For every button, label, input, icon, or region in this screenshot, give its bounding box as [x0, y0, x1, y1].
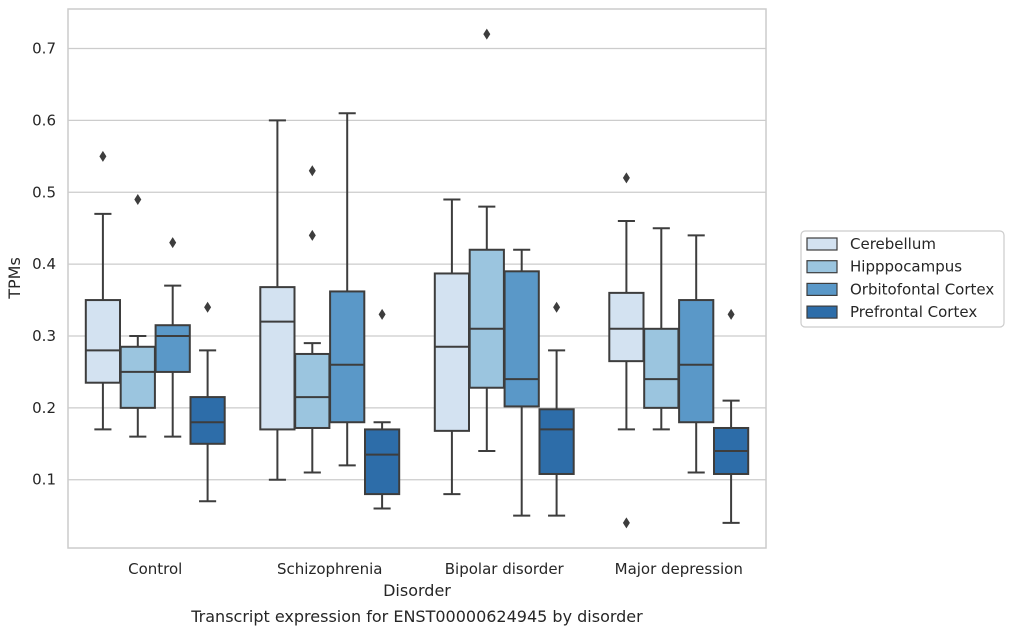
box-iqr	[84, 299, 122, 384]
legend-label: Prefrontal Cortex	[850, 303, 977, 321]
x-tick-label: Bipolar disorder	[445, 560, 565, 578]
box-prefrontal-cortex-1	[363, 308, 401, 510]
box-cerebellum-1	[259, 119, 296, 481]
y-axis-label: TPMs	[5, 257, 24, 300]
box-iqr	[608, 291, 645, 363]
y-tick-label: 0.3	[32, 327, 56, 345]
box-iqr	[119, 345, 156, 409]
box-hipppocampus-2	[468, 28, 505, 452]
box-iqr	[154, 324, 191, 373]
box-prefrontal-cortex-2	[538, 301, 575, 517]
box-iqr	[538, 408, 575, 475]
legend-frame	[800, 230, 1005, 328]
x-tick-label: Schizophrenia	[277, 560, 382, 578]
legend-swatch	[806, 282, 838, 296]
box-hipppocampus-0	[119, 193, 156, 438]
x-tick-label: Major depression	[615, 560, 743, 578]
legend-swatch	[806, 237, 838, 251]
box-iqr	[433, 272, 471, 432]
box-iqr	[294, 352, 331, 429]
box-prefrontal-cortex-0	[189, 301, 226, 503]
y-tick-label: 0.7	[32, 40, 56, 58]
outlier-point	[483, 28, 491, 40]
y-tick-label: 0.5	[32, 183, 56, 201]
outlier-point	[553, 301, 561, 313]
box-orbitofontal-cortex-0	[154, 237, 191, 438]
chart-caption: Transcript expression for ENST0000062494…	[190, 607, 643, 626]
box-orbitofontal-cortex-2	[503, 248, 540, 517]
box-cerebellum-0	[84, 150, 122, 431]
y-tick-label: 0.6	[32, 111, 56, 129]
outlier-point	[204, 301, 212, 313]
y-tick-label: 0.4	[32, 255, 56, 273]
x-axis-label: Disorder	[383, 581, 451, 600]
boxes	[84, 28, 750, 529]
legend-label: Hipppocampus	[850, 258, 962, 276]
legend-label: Orbitofontal Cortex	[850, 280, 994, 298]
outlier-point	[308, 165, 316, 177]
outlier-point	[99, 150, 107, 162]
y-tick-label: 0.2	[32, 399, 56, 417]
box-orbitofontal-cortex-1	[329, 112, 366, 467]
box-iqr	[329, 290, 366, 424]
legend-swatch	[806, 260, 838, 274]
box-iqr	[468, 248, 505, 389]
box-hipppocampus-1	[294, 165, 331, 474]
outlier-point	[308, 229, 316, 241]
box-cerebellum-3	[608, 172, 645, 529]
outlier-point	[622, 517, 630, 529]
outlier-point	[622, 172, 630, 184]
box-iqr	[259, 286, 296, 431]
box-cerebellum-2	[433, 198, 471, 496]
legend-swatch	[806, 305, 838, 319]
box-iqr	[503, 270, 540, 408]
legend: Cerebellum Hipppocampus Orbitofontal Corte…	[800, 230, 1005, 328]
box-iqr	[363, 428, 401, 496]
plot-frame	[67, 8, 767, 549]
box-orbitofontal-cortex-3	[678, 234, 715, 474]
box-iqr	[189, 396, 226, 445]
outlier-point	[727, 308, 735, 320]
outlier-point	[169, 237, 177, 249]
outlier-point	[134, 193, 142, 205]
y-tick-label: 0.1	[32, 471, 56, 489]
box-prefrontal-cortex-3	[712, 308, 750, 524]
x-tick-label: Control	[128, 560, 182, 578]
box-hipppocampus-3	[643, 227, 680, 431]
legend-label: Cerebellum	[850, 235, 936, 253]
outlier-point	[378, 308, 386, 320]
x-tick-labels: Control Schizophrenia Bipolar disorder Majo…	[128, 560, 743, 578]
box-iqr	[678, 299, 715, 424]
box-iqr	[643, 327, 680, 409]
y-tick-labels: 0.1 0.2 0.3 0.4 0.5 0.6 0.7	[32, 40, 56, 489]
